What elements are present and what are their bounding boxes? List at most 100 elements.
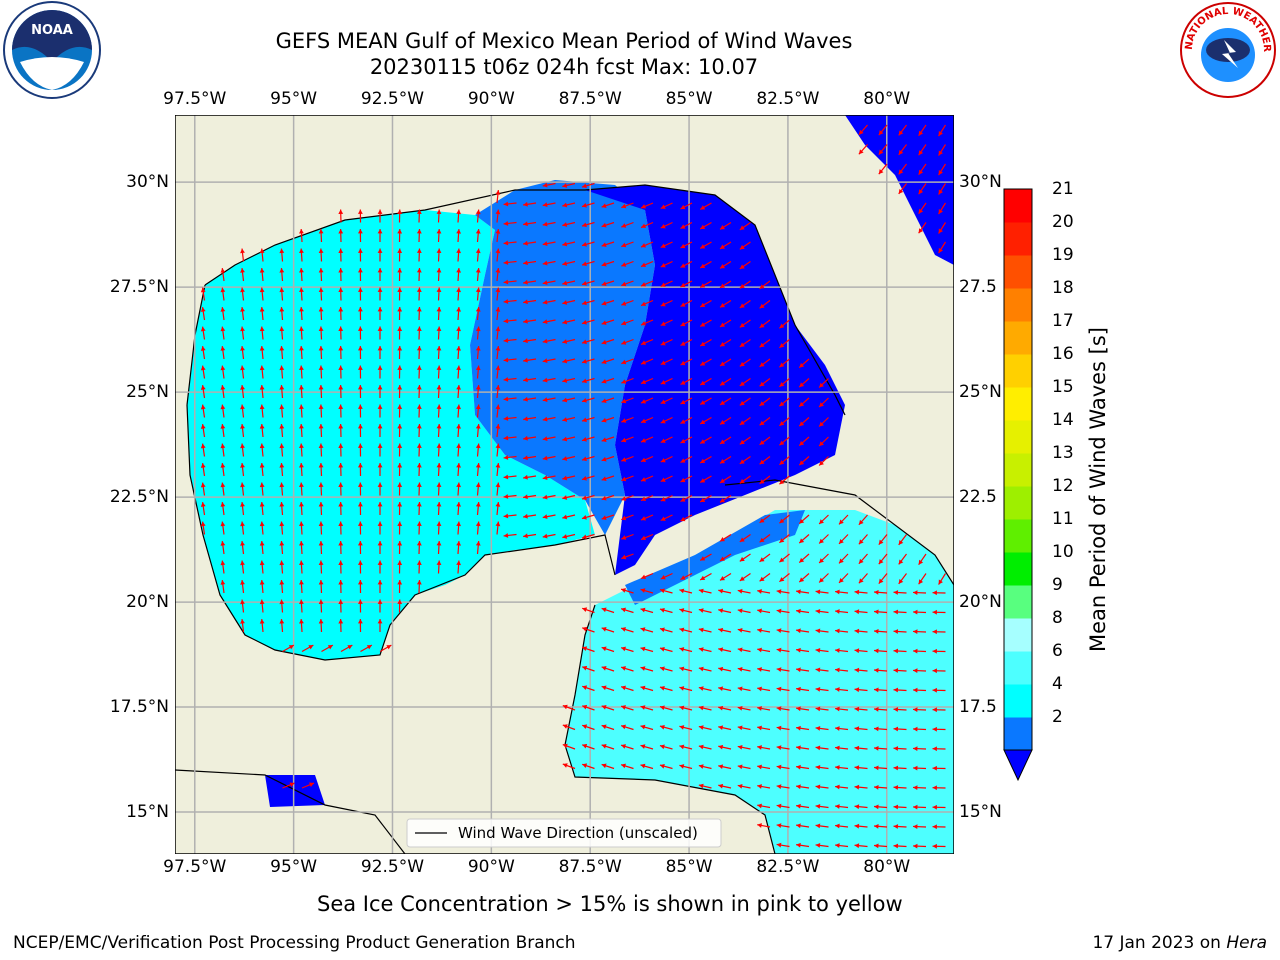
wave-direction-arrowhead	[503, 533, 509, 538]
colorbar	[1003, 188, 1033, 782]
wave-direction-arrowhead	[299, 307, 304, 312]
wave-direction-arrowhead	[700, 380, 706, 385]
wave-direction-arrowhead	[357, 404, 363, 409]
wave-direction-arrowhead	[601, 763, 607, 769]
wave-direction-arrowhead	[913, 726, 918, 732]
wave-direction-arrowhead	[581, 495, 587, 501]
wave-direction-arrowhead	[679, 647, 685, 652]
wave-direction-arrowhead	[621, 646, 626, 652]
wave-direction-arrowhead	[436, 326, 442, 332]
colorbar-tick-label: 16	[1052, 344, 1074, 364]
wave-direction-arrowhead	[680, 282, 686, 288]
wave-direction-arrowhead	[601, 261, 607, 267]
wave-direction-arrowhead	[835, 765, 840, 770]
colorbar-extend-triangle	[1003, 749, 1033, 782]
wave-direction-arrowhead	[475, 365, 481, 371]
wave-direction-arrowhead	[815, 687, 821, 692]
wave-direction-arrowhead	[757, 764, 762, 770]
wave-direction-arrowhead	[456, 404, 462, 410]
wave-direction-arrowhead	[542, 514, 548, 520]
wave-direction-arrowhead	[898, 130, 904, 136]
wave-direction-arrowhead	[932, 804, 937, 810]
wave-direction-arrowhead	[938, 189, 943, 195]
wave-direction-arrowhead	[698, 627, 704, 633]
wave-direction-arrowhead	[621, 359, 627, 365]
wave-direction-arrowhead	[581, 242, 587, 247]
wave-direction-arrowhead	[436, 541, 442, 546]
wave-direction-arrowhead	[737, 783, 743, 789]
wave-direction-arrowhead	[918, 228, 924, 234]
footer-host: Hera	[1226, 933, 1267, 953]
wave-direction-arrowhead	[436, 209, 442, 215]
wave-direction-arrowhead	[913, 824, 918, 830]
wave-direction-arrowhead	[835, 784, 840, 790]
wave-direction-arrowhead	[456, 365, 462, 371]
wave-period-region-light	[187, 210, 595, 660]
wave-direction-arrowhead	[913, 765, 918, 771]
wave-direction-arrowhead	[416, 229, 422, 234]
wave-direction-arrowhead	[357, 365, 363, 370]
lat-tick-label: 22.5°N	[109, 487, 169, 508]
wave-direction-arrowhead	[835, 706, 840, 712]
wave-direction-arrowhead	[523, 338, 528, 344]
wave-direction-arrowhead	[601, 666, 607, 671]
wave-direction-arrowhead	[640, 724, 646, 730]
wave-direction-arrowhead	[581, 183, 587, 189]
wave-direction-arrowhead	[240, 268, 245, 273]
wave-direction-arrowhead	[436, 482, 442, 488]
wave-direction-arrowhead	[815, 589, 821, 595]
wave-direction-arrowhead	[641, 360, 646, 365]
wave-direction-arrowhead	[259, 307, 265, 312]
wave-direction-arrowhead	[279, 463, 285, 468]
wave-direction-arrowhead	[815, 804, 821, 809]
wave-direction-arrowhead	[456, 385, 462, 390]
wave-direction-arrowhead	[640, 607, 646, 613]
wave-direction-arrowhead	[220, 424, 226, 429]
wave-direction-arrowhead	[279, 287, 285, 293]
wave-direction-arrowhead	[932, 629, 937, 635]
wave-direction-arrowhead	[338, 326, 344, 331]
wave-direction-arrowhead	[299, 404, 304, 410]
wave-direction-arrowhead	[893, 707, 899, 712]
wave-direction-arrowhead	[779, 343, 785, 348]
wave-direction-arrowhead	[700, 224, 706, 229]
wave-direction-arrowhead	[495, 385, 501, 390]
wave-direction-arrowhead	[523, 435, 528, 441]
wave-direction-arrowhead	[601, 281, 607, 286]
wave-direction-arrowhead	[854, 628, 860, 634]
wave-direction-arrowhead	[858, 539, 864, 545]
wave-direction-arrowhead	[913, 609, 918, 615]
wave-direction-arrowhead	[700, 458, 706, 463]
wave-direction-arrowhead	[776, 725, 782, 731]
wave-direction-arrowhead	[621, 666, 626, 671]
wave-direction-arrowhead	[416, 443, 422, 448]
wave-direction-arrowhead	[759, 420, 765, 426]
wave-direction-arrowhead	[318, 560, 324, 566]
nws-logo-icon: NATIONAL WEATHER SERVICE	[1178, 0, 1276, 98]
wave-direction-arrowhead	[779, 440, 785, 446]
wave-direction-arrowhead	[799, 401, 805, 407]
wave-direction-arrowhead	[582, 763, 588, 768]
wave-direction-arrowhead	[878, 539, 884, 545]
wave-direction-arrowhead	[562, 300, 568, 305]
wave-direction-arrowhead	[601, 724, 607, 730]
colorbar-tick-label: 15	[1052, 377, 1074, 397]
wave-direction-arrowhead	[495, 443, 501, 449]
wave-direction-arrowhead	[815, 726, 821, 731]
wave-direction-arrowhead	[776, 589, 782, 594]
wave-direction-arrowhead	[819, 460, 824, 466]
wave-direction-arrowhead	[680, 224, 686, 229]
colorbar-segment	[1004, 189, 1032, 223]
wave-direction-arrowhead	[918, 579, 924, 585]
wave-direction-arrowhead	[581, 320, 587, 325]
wave-direction-arrowhead	[259, 560, 265, 566]
wave-direction-arrowhead	[377, 229, 383, 234]
wave-direction-arrowhead	[718, 647, 724, 653]
wave-direction-arrowhead	[601, 417, 607, 423]
wave-direction-arrowhead	[737, 686, 743, 692]
wave-direction-arrowhead	[660, 243, 666, 248]
wave-direction-arrowhead	[436, 307, 442, 312]
wave-direction-arrowhead	[621, 744, 626, 749]
wave-direction-arrowhead	[436, 560, 442, 566]
wave-direction-arrowhead	[679, 764, 685, 769]
